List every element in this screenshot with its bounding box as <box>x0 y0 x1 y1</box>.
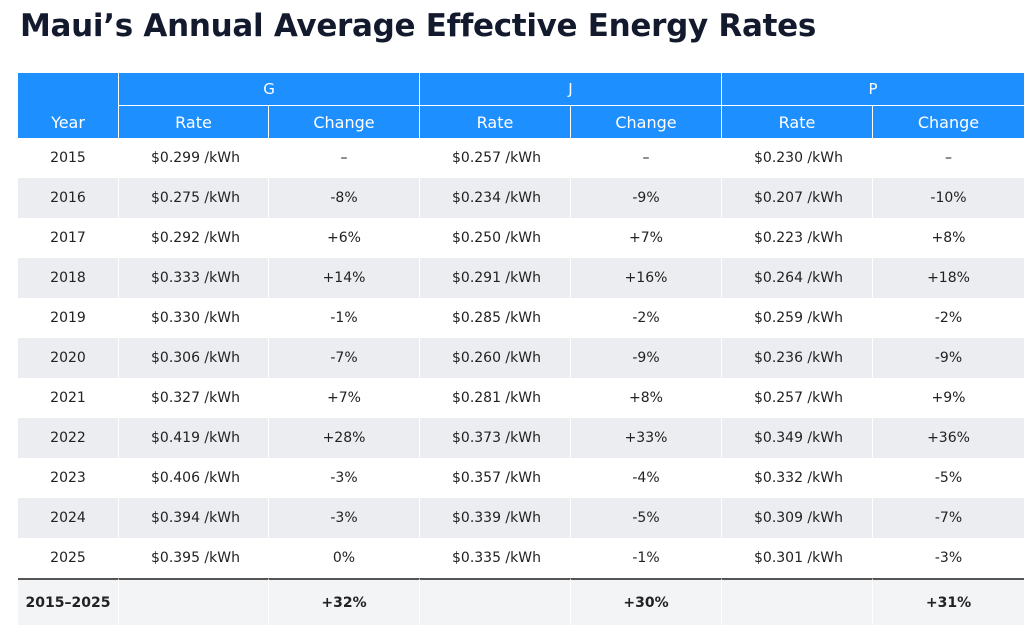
rate-cell: $0.419 /kWh <box>118 418 268 458</box>
change-cell: +28% <box>268 418 419 458</box>
footer-change: +32% <box>268 578 419 625</box>
column-header: Rate <box>721 106 872 138</box>
change-cell: -5% <box>872 458 1024 498</box>
rate-cell: $0.259 /kWh <box>721 298 872 338</box>
year-header: Year <box>18 73 118 138</box>
column-header: Change <box>570 106 721 138</box>
change-cell: -2% <box>570 298 721 338</box>
footer-blank <box>118 578 268 625</box>
change-cell: -9% <box>570 178 721 218</box>
year-cell: 2022 <box>18 418 118 458</box>
change-cell: -7% <box>872 498 1024 538</box>
change-cell: +14% <box>268 258 419 298</box>
rate-cell: $0.301 /kWh <box>721 538 872 578</box>
rate-cell: $0.327 /kWh <box>118 378 268 418</box>
change-cell: -7% <box>268 338 419 378</box>
change-cell: +36% <box>872 418 1024 458</box>
rate-cell: $0.395 /kWh <box>118 538 268 578</box>
rate-cell: $0.306 /kWh <box>118 338 268 378</box>
change-cell: -9% <box>872 338 1024 378</box>
column-header: Change <box>872 106 1024 138</box>
change-cell: +8% <box>872 218 1024 258</box>
change-cell: -1% <box>570 538 721 578</box>
change-cell: +9% <box>872 378 1024 418</box>
footer-blank <box>419 578 570 625</box>
footer-change: +31% <box>872 578 1024 625</box>
change-cell: +6% <box>268 218 419 258</box>
rate-cell: $0.335 /kWh <box>419 538 570 578</box>
rate-cell: $0.406 /kWh <box>118 458 268 498</box>
change-cell: -5% <box>570 498 721 538</box>
change-cell: -1% <box>268 298 419 338</box>
change-cell: -4% <box>570 458 721 498</box>
rate-cell: $0.223 /kWh <box>721 218 872 258</box>
footer-change: +30% <box>570 578 721 625</box>
column-header: Rate <box>419 106 570 138</box>
change-cell: +7% <box>268 378 419 418</box>
footer-blank <box>721 578 872 625</box>
year-cell: 2024 <box>18 498 118 538</box>
year-cell: 2016 <box>18 178 118 218</box>
change-cell: -2% <box>872 298 1024 338</box>
column-header: Rate <box>118 106 268 138</box>
year-cell: 2015 <box>18 138 118 178</box>
rate-cell: $0.281 /kWh <box>419 378 570 418</box>
change-cell: +33% <box>570 418 721 458</box>
page-title: Maui’s Annual Average Effective Energy R… <box>20 8 817 44</box>
year-cell: 2019 <box>18 298 118 338</box>
year-cell: 2018 <box>18 258 118 298</box>
rate-cell: $0.234 /kWh <box>419 178 570 218</box>
change-cell: +18% <box>872 258 1024 298</box>
rate-cell: $0.236 /kWh <box>721 338 872 378</box>
change-cell: -10% <box>872 178 1024 218</box>
change-cell: +16% <box>570 258 721 298</box>
rate-cell: $0.357 /kWh <box>419 458 570 498</box>
rate-cell: $0.275 /kWh <box>118 178 268 218</box>
rate-cell: $0.339 /kWh <box>419 498 570 538</box>
group-header: J <box>419 73 721 106</box>
column-header: Change <box>268 106 419 138</box>
change-cell: – <box>268 138 419 178</box>
rate-cell: $0.264 /kWh <box>721 258 872 298</box>
rate-cell: $0.394 /kWh <box>118 498 268 538</box>
rate-cell: $0.291 /kWh <box>419 258 570 298</box>
year-cell: 2020 <box>18 338 118 378</box>
group-header: G <box>118 73 419 106</box>
rate-cell: $0.257 /kWh <box>721 378 872 418</box>
rate-cell: $0.257 /kWh <box>419 138 570 178</box>
rate-cell: $0.309 /kWh <box>721 498 872 538</box>
rate-cell: $0.330 /kWh <box>118 298 268 338</box>
rate-cell: $0.299 /kWh <box>118 138 268 178</box>
change-cell: -3% <box>872 538 1024 578</box>
year-cell: 2021 <box>18 378 118 418</box>
group-header: P <box>721 73 1024 106</box>
rate-cell: $0.207 /kWh <box>721 178 872 218</box>
rate-cell: $0.230 /kWh <box>721 138 872 178</box>
rate-cell: $0.292 /kWh <box>118 218 268 258</box>
change-cell: +7% <box>570 218 721 258</box>
rate-cell: $0.349 /kWh <box>721 418 872 458</box>
year-cell: 2023 <box>18 458 118 498</box>
change-cell: – <box>872 138 1024 178</box>
change-cell: +8% <box>570 378 721 418</box>
rate-cell: $0.285 /kWh <box>419 298 570 338</box>
change-cell: – <box>570 138 721 178</box>
change-cell: -8% <box>268 178 419 218</box>
rate-cell: $0.260 /kWh <box>419 338 570 378</box>
change-cell: -3% <box>268 458 419 498</box>
rate-cell: $0.332 /kWh <box>721 458 872 498</box>
rate-cell: $0.333 /kWh <box>118 258 268 298</box>
rate-cell: $0.373 /kWh <box>419 418 570 458</box>
change-cell: -9% <box>570 338 721 378</box>
rate-cell: $0.250 /kWh <box>419 218 570 258</box>
year-cell: 2025 <box>18 538 118 578</box>
footer-label: 2015–2025 <box>18 578 118 625</box>
year-cell: 2017 <box>18 218 118 258</box>
change-cell: -3% <box>268 498 419 538</box>
change-cell: 0% <box>268 538 419 578</box>
